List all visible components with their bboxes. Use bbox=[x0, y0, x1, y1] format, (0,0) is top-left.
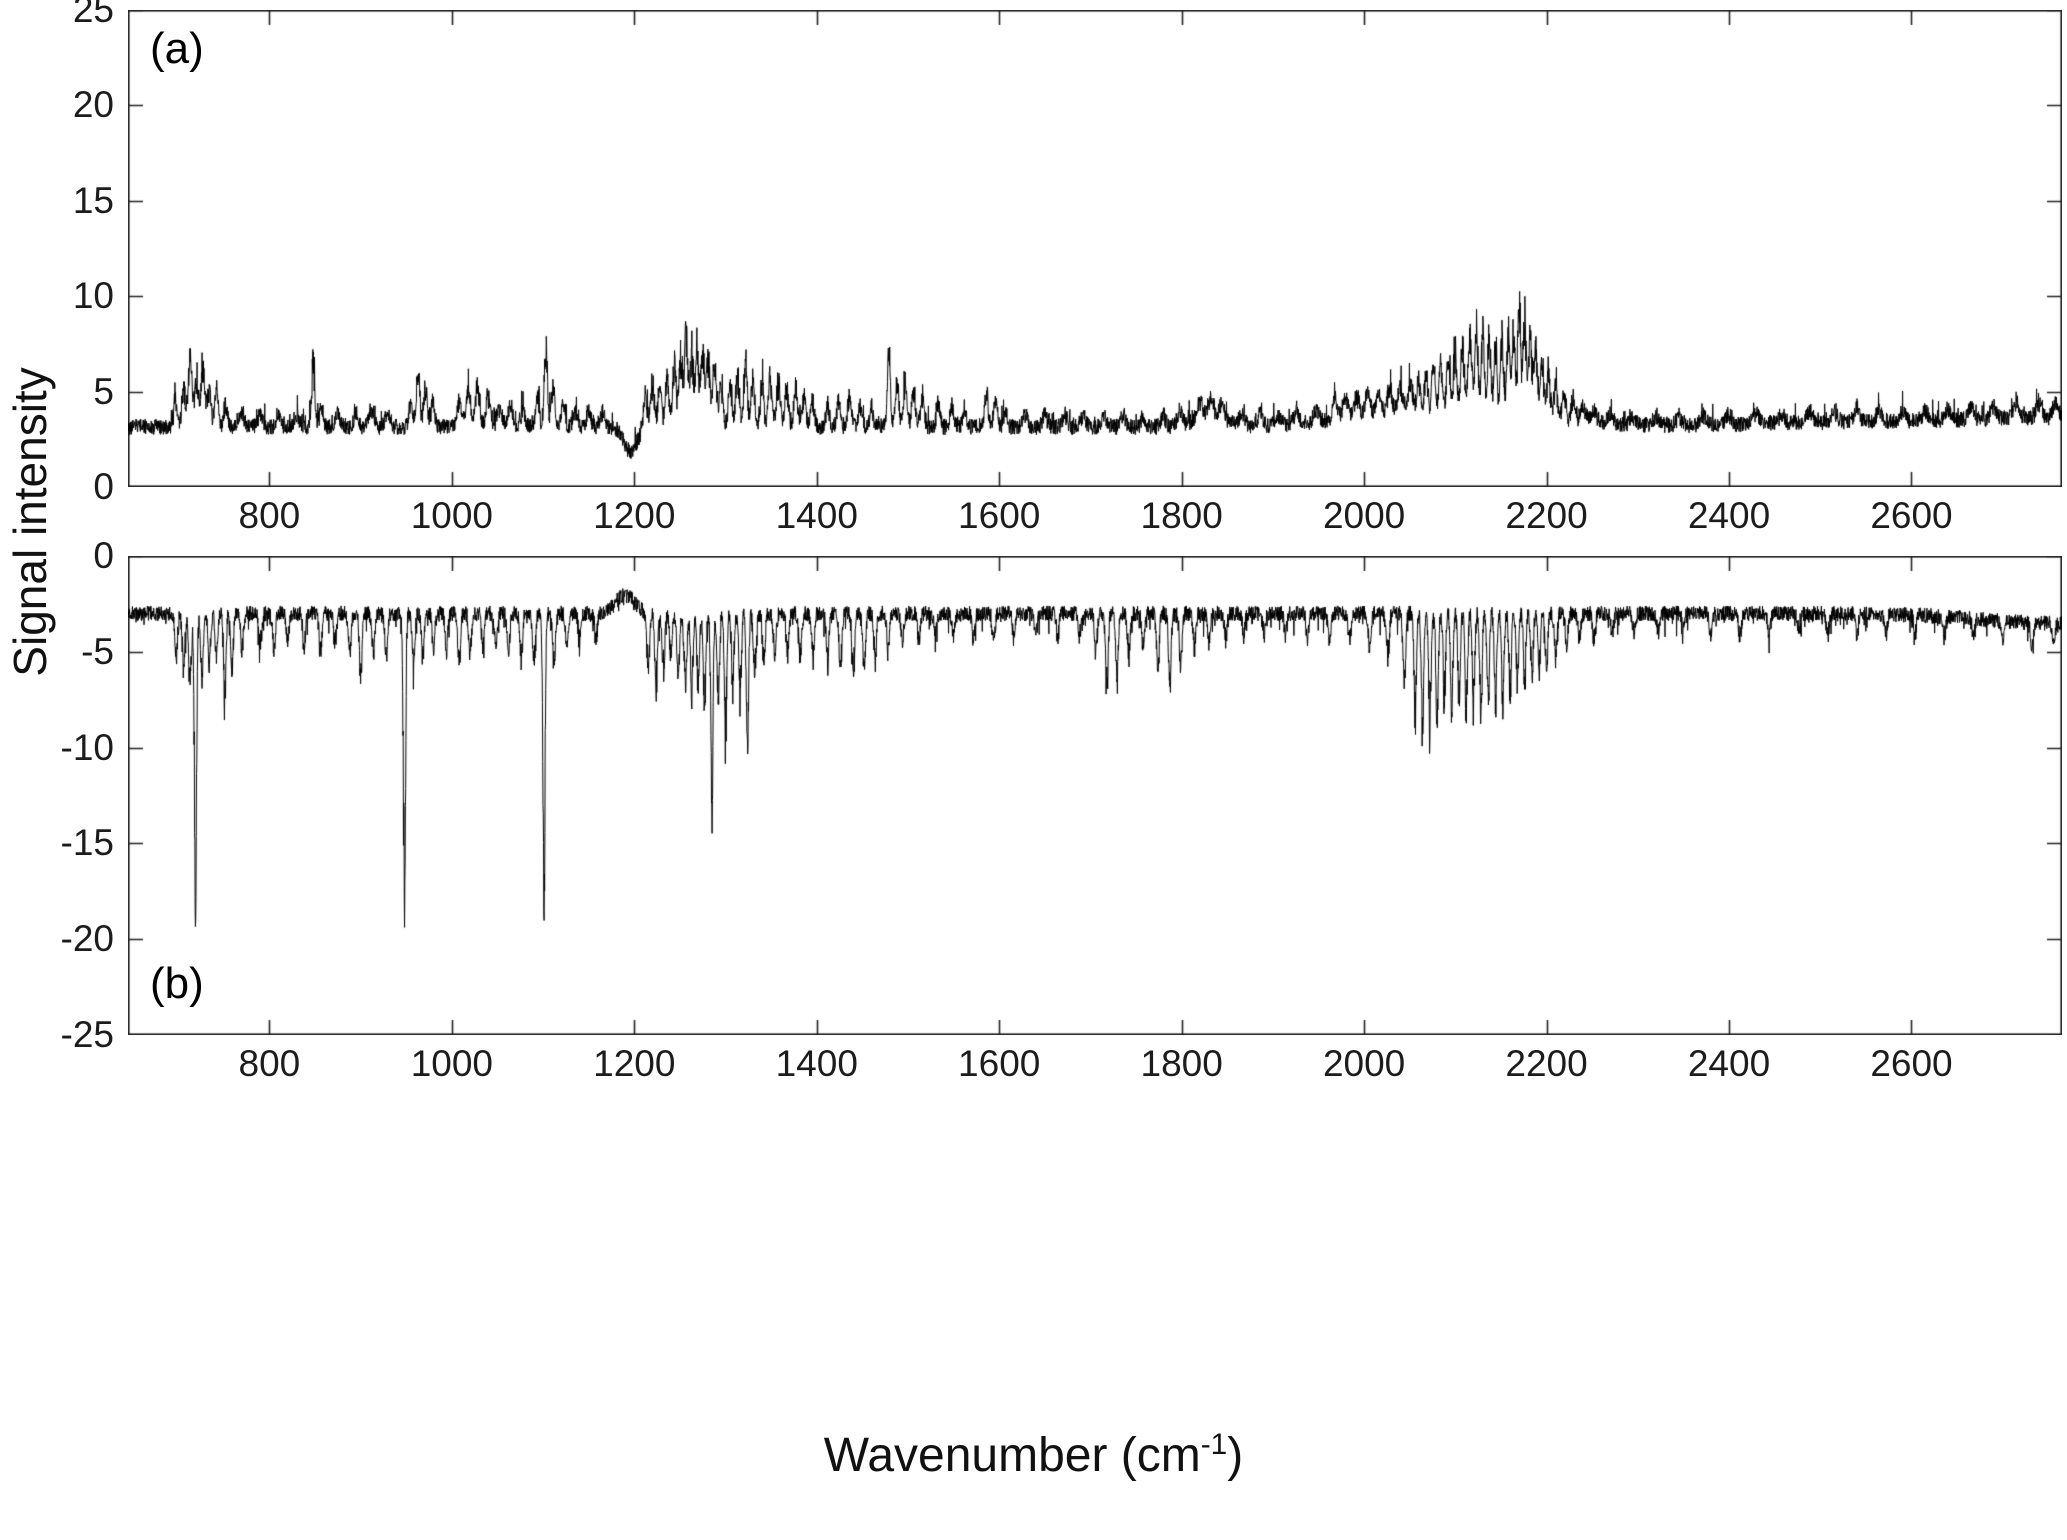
y-tick-label: 15 bbox=[72, 179, 114, 221]
x-tick-label: 1600 bbox=[958, 495, 1041, 536]
x-axis-label: Wavenumber (cm-1) bbox=[0, 1428, 2067, 1483]
x-axis-label-close: ) bbox=[1227, 1429, 1244, 1482]
spectrum-trace-b bbox=[128, 556, 2062, 1035]
x-tick-label: 800 bbox=[238, 495, 301, 536]
x-axis-label-exponent: -1 bbox=[1200, 1428, 1228, 1461]
x-tick-label: 2600 bbox=[1870, 1043, 1953, 1084]
x-tick-label: 1000 bbox=[410, 1043, 493, 1084]
y-tick-label: 10 bbox=[72, 275, 114, 317]
y-tick-label: -25 bbox=[60, 1014, 114, 1055]
x-tick-label: 1600 bbox=[958, 1043, 1041, 1084]
panel-a-plot: (a) 800 1000 1200 1400 1600 1800 2000 2200 2400 2… bbox=[73, 0, 2062, 536]
x-tick-label: 2400 bbox=[1687, 1043, 1771, 1084]
y-tick-label: 5 bbox=[93, 370, 114, 412]
x-tick-label: 1200 bbox=[593, 495, 676, 536]
x-tick-label: 2000 bbox=[1322, 1043, 1406, 1084]
spectrum-trace-a bbox=[128, 10, 2062, 487]
x-tick-label: 1400 bbox=[775, 495, 858, 536]
panel-a-label: (a) bbox=[150, 24, 204, 73]
y-tick-label: 25 bbox=[72, 0, 114, 30]
x-tick-label: 1800 bbox=[1140, 1043, 1223, 1084]
panel-b-label: (b) bbox=[150, 959, 204, 1008]
x-tick-label: 2600 bbox=[1870, 495, 1953, 536]
x-tick-label: 1000 bbox=[410, 495, 493, 536]
x-tick-label: 2000 bbox=[1322, 495, 1406, 536]
y-tick-label: -15 bbox=[60, 822, 114, 864]
x-tick-label: 800 bbox=[238, 1043, 301, 1084]
y-tick-label: -20 bbox=[60, 918, 114, 960]
x-tick-label: 2200 bbox=[1505, 495, 1588, 536]
x-tick-label: 1800 bbox=[1140, 495, 1223, 536]
x-axis-label-text: Wavenumber (cm bbox=[823, 1429, 1201, 1482]
y-axis-label: Signal intensity bbox=[4, 367, 56, 677]
x-tick-label: 1400 bbox=[775, 1043, 858, 1084]
y-tick-label: 20 bbox=[72, 84, 114, 126]
x-tick-label: 1200 bbox=[593, 1043, 676, 1084]
x-tick-label: 2400 bbox=[1687, 495, 1771, 536]
y-tick-label: 0 bbox=[93, 466, 114, 507]
y-tick-label: -10 bbox=[60, 726, 114, 768]
y-tick-label: 0 bbox=[93, 535, 114, 576]
panel-b-plot: (b) 800 1000 1200 1400 1600 1800 2000 2200 2400 2… bbox=[61, 535, 2062, 1084]
y-tick-label: -5 bbox=[81, 630, 114, 672]
x-tick-label: 2200 bbox=[1505, 1043, 1588, 1084]
